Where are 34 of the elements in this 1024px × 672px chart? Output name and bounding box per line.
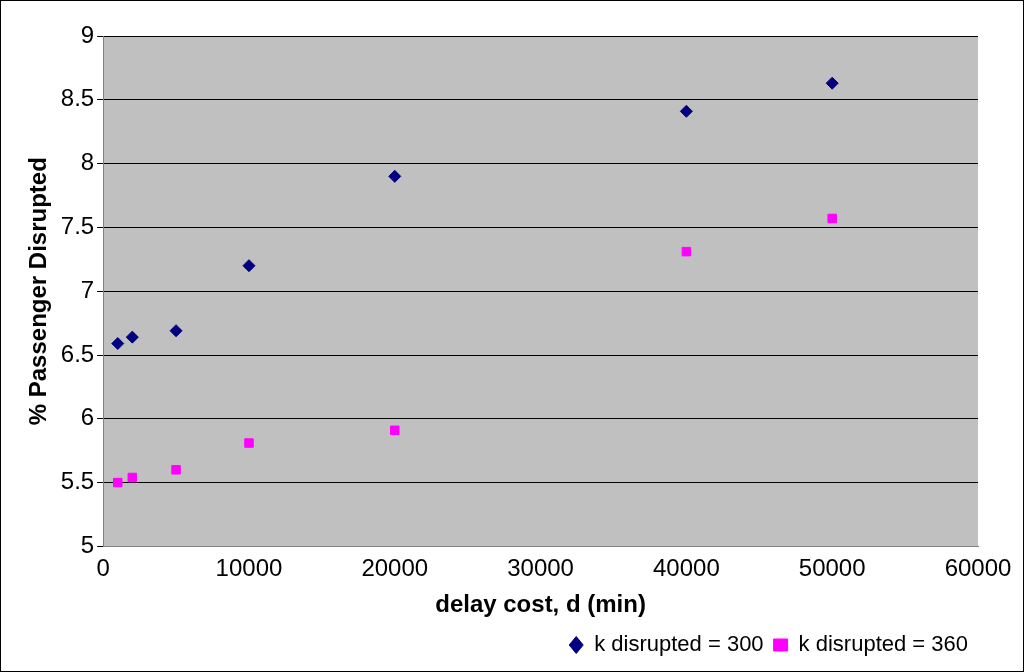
point: [127, 472, 138, 483]
y-axis-title: % Passenger Disrupted: [24, 157, 52, 426]
legend-label: k disrupted = 360: [798, 631, 969, 657]
x-tick-label: 40000: [653, 554, 720, 582]
point: [679, 104, 693, 118]
point: [388, 169, 402, 183]
y-tick-label: 5: [80, 531, 95, 559]
x-tick-label: 20000: [361, 554, 429, 582]
x-tick-label: 0: [96, 554, 110, 582]
legend-label: k disrupted = 300: [594, 631, 764, 657]
point: [244, 438, 254, 448]
x-tick-label: 10000: [215, 554, 283, 582]
y-tick-label: 6: [80, 403, 95, 431]
point: [827, 213, 837, 224]
point: [825, 76, 839, 90]
y-tick-label: 7: [80, 275, 95, 303]
x-axis-title: delay cost, d (min): [435, 590, 646, 618]
point: [113, 477, 123, 488]
y-tick-label: 6.5: [60, 339, 95, 367]
point: [125, 330, 139, 344]
y-tick-label: 9: [80, 20, 95, 48]
point: [242, 259, 256, 273]
y-tick-label: 7.5: [60, 212, 95, 240]
x-tick-label: 60000: [944, 554, 1012, 582]
y-tick-label: 8: [80, 148, 95, 176]
y-tick-label: 5.5: [60, 467, 95, 495]
x-tick-label: 50000: [798, 554, 866, 582]
point: [681, 246, 692, 257]
x-tick-label: 30000: [507, 554, 574, 582]
point: [390, 425, 400, 436]
point: [169, 324, 183, 338]
y-tick-label: 8.5: [60, 84, 95, 112]
point: [111, 337, 125, 351]
point: [171, 465, 181, 475]
